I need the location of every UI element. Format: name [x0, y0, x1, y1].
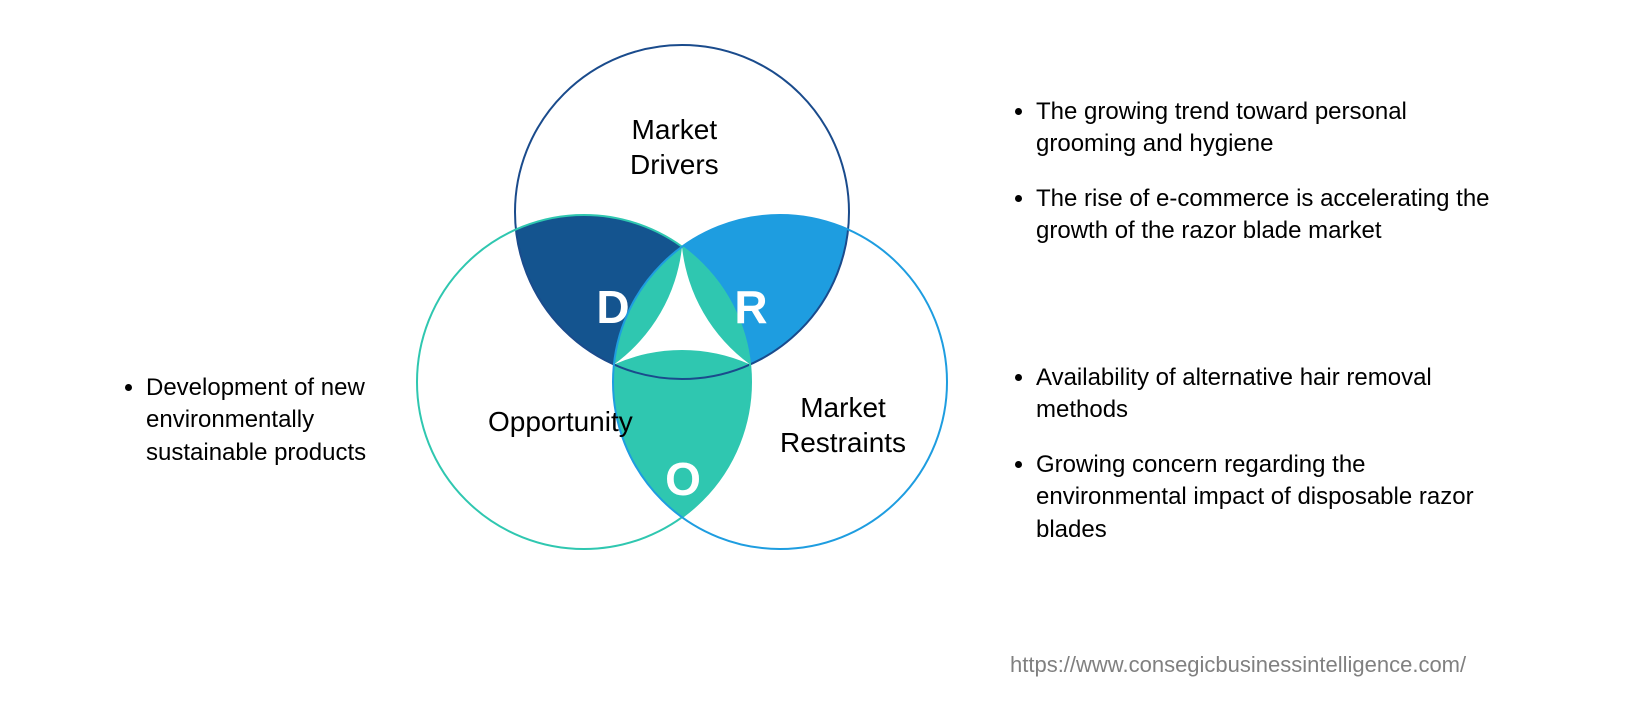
drivers-bullets: The growing trend toward personal groomi…: [1010, 96, 1510, 270]
bullet-item: Availability of alternative hair removal…: [1036, 362, 1490, 427]
source-url: https://www.consegicbusinessintelligence…: [1010, 652, 1466, 678]
bullet-item: Growing concern regarding the environmen…: [1036, 449, 1490, 546]
bullet-item: Development of new environmentally susta…: [146, 372, 400, 469]
restraints-bullets: Availability of alternative hair removal…: [1010, 362, 1490, 568]
opportunity-bullets: Development of new environmentally susta…: [120, 372, 400, 491]
bullet-item: The rise of e-commerce is accelerating t…: [1036, 183, 1510, 248]
venn-letter-d: D: [588, 280, 638, 334]
venn-label-opportunity: Opportunity: [488, 404, 633, 439]
venn-label-restraints: MarketRestraints: [780, 390, 906, 460]
venn-letter-o: O: [658, 452, 708, 506]
venn-letter-r: R: [726, 280, 776, 334]
venn-label-drivers: MarketDrivers: [630, 112, 719, 182]
bullet-item: The growing trend toward personal groomi…: [1036, 96, 1510, 161]
